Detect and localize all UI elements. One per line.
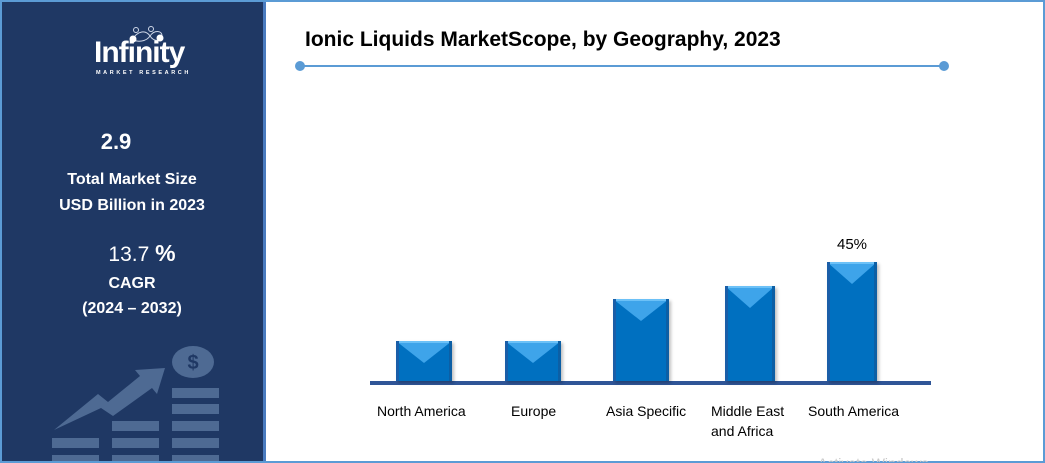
brand-logo: Infinity MARKET RESEARCH bbox=[94, 26, 204, 76]
brand-tagline: MARKET RESEARCH bbox=[96, 70, 191, 76]
infinity-people-icon bbox=[129, 26, 164, 43]
underline-dot-right bbox=[939, 61, 949, 71]
x-tick-label: South America bbox=[808, 403, 900, 419]
market-size-label: Total Market Size bbox=[67, 171, 197, 188]
bar-north-america bbox=[396, 341, 452, 381]
cagr-value: 13.7 % bbox=[10, 240, 263, 267]
chart-title: Ionic Liquids MarketScope, by Geography,… bbox=[305, 28, 781, 51]
data-label: 45% bbox=[836, 236, 868, 253]
svg-text:$: $ bbox=[187, 352, 198, 374]
bar-europe bbox=[505, 341, 561, 381]
bar-middle-east-and-africa bbox=[725, 286, 775, 381]
cagr-period: (2024 – 2032) bbox=[82, 300, 182, 317]
growth-chart-money-icon: $ bbox=[52, 346, 219, 461]
x-axis-line bbox=[370, 381, 931, 385]
cagr-unit: % bbox=[155, 240, 176, 266]
underline-dot-left bbox=[295, 61, 305, 71]
summary-panel: Infinity MARKET RESEARCH 2.9 Total Marke… bbox=[2, 2, 266, 461]
x-tick-label: Middle East and Africa bbox=[711, 403, 785, 439]
bar-south-america bbox=[827, 262, 877, 381]
x-tick-label: Europe bbox=[511, 403, 557, 419]
market-size-value: 2.9 bbox=[100, 129, 132, 154]
os-watermark: Activate Windows bbox=[818, 452, 928, 462]
bar-asia-specific bbox=[613, 299, 669, 381]
market-size-unit-label: USD Billion in 2023 bbox=[59, 197, 205, 214]
underline-line bbox=[300, 65, 944, 67]
x-tick-label: North America bbox=[377, 403, 466, 419]
brand-name: Infinity bbox=[94, 36, 185, 69]
x-tick-label: Asia Specific bbox=[606, 403, 687, 419]
title-underline bbox=[295, 61, 949, 71]
cagr-label: CAGR bbox=[108, 275, 156, 292]
cagr-number: 13.7 bbox=[108, 243, 150, 266]
